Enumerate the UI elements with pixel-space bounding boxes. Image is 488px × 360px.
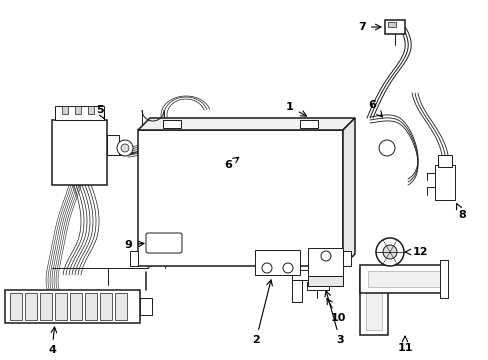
Bar	[359, 265, 444, 293]
Bar	[25, 293, 37, 320]
Bar	[365, 278, 381, 330]
Text: 6: 6	[224, 157, 238, 170]
Text: 7: 7	[357, 22, 380, 32]
Circle shape	[283, 263, 292, 273]
Bar	[52, 120, 107, 185]
Bar	[359, 270, 387, 335]
Text: 8: 8	[456, 204, 465, 220]
Bar	[100, 293, 112, 320]
Bar	[62, 106, 68, 114]
Bar	[140, 298, 152, 315]
Text: 12: 12	[405, 247, 427, 257]
Circle shape	[320, 251, 330, 261]
Polygon shape	[342, 118, 354, 266]
Text: 9: 9	[124, 240, 143, 250]
Bar	[307, 248, 342, 286]
Bar	[5, 290, 140, 323]
Bar	[115, 293, 127, 320]
Text: 3: 3	[324, 291, 343, 345]
Bar	[306, 282, 328, 290]
Bar	[291, 280, 302, 302]
Text: 1: 1	[285, 102, 306, 116]
Bar	[307, 276, 342, 286]
Polygon shape	[138, 118, 354, 130]
Bar	[434, 165, 454, 200]
Bar	[107, 135, 119, 155]
Bar	[387, 22, 395, 27]
Circle shape	[375, 238, 403, 266]
Bar	[163, 120, 181, 128]
Circle shape	[262, 263, 271, 273]
Bar	[75, 106, 81, 114]
Circle shape	[121, 144, 129, 152]
FancyBboxPatch shape	[146, 233, 182, 253]
Circle shape	[378, 140, 394, 156]
Bar	[85, 293, 97, 320]
Bar	[439, 260, 447, 298]
Circle shape	[117, 140, 133, 156]
Bar	[55, 106, 104, 120]
Bar	[130, 251, 138, 266]
Bar	[138, 130, 342, 266]
Bar	[291, 270, 329, 280]
Bar	[367, 271, 439, 287]
Bar	[299, 120, 317, 128]
Bar	[342, 251, 350, 266]
Bar	[254, 250, 299, 275]
Bar	[55, 293, 67, 320]
Text: 11: 11	[396, 336, 412, 353]
Circle shape	[382, 245, 396, 259]
Bar	[10, 293, 22, 320]
Bar	[70, 293, 82, 320]
Text: 4: 4	[48, 327, 57, 355]
Bar	[437, 155, 451, 167]
Bar	[88, 106, 94, 114]
Text: 5: 5	[96, 105, 104, 119]
Text: 6: 6	[367, 100, 382, 117]
Text: 10: 10	[326, 298, 345, 323]
Bar	[384, 20, 404, 34]
Bar	[40, 293, 52, 320]
Text: 2: 2	[252, 280, 272, 345]
